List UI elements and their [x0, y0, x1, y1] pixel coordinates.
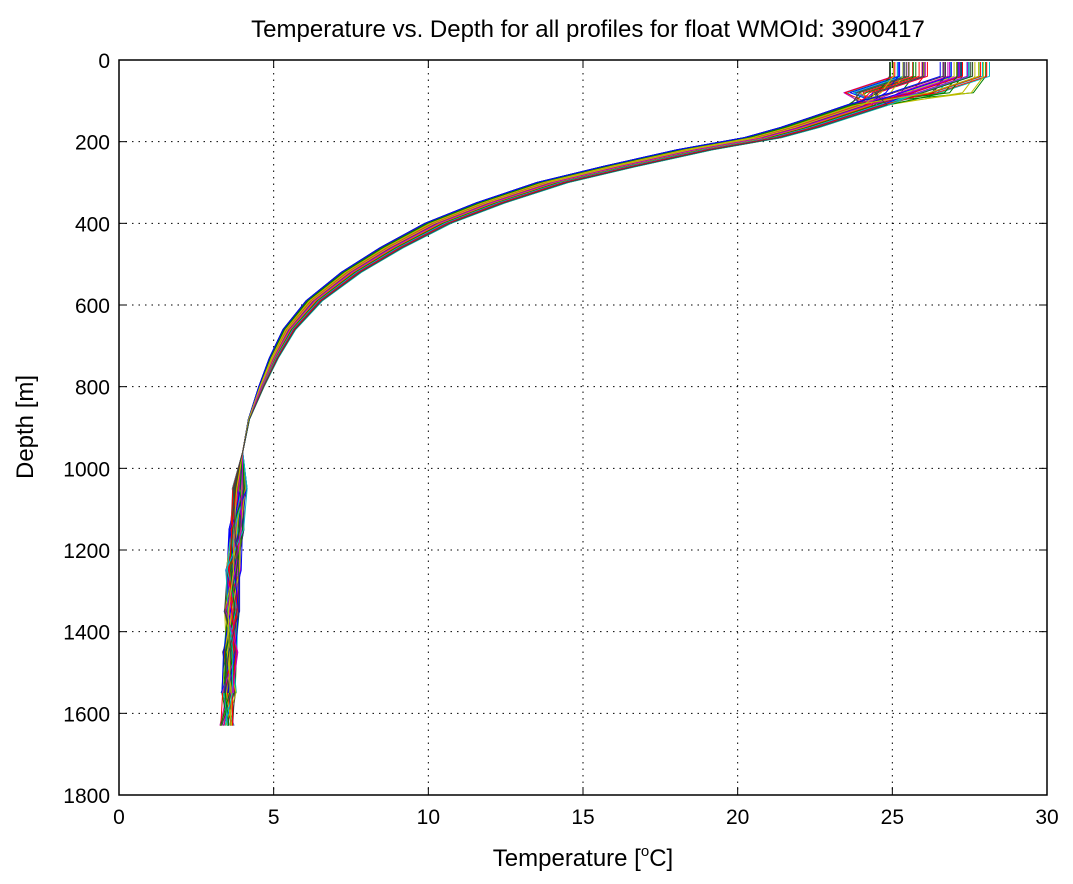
profile-line [224, 62, 969, 726]
profile-line [226, 62, 894, 726]
profile-line [223, 62, 925, 693]
x-axis-label: Temperature [oC] [493, 843, 673, 872]
chart-title: Temperature vs. Depth for all profiles f… [251, 16, 925, 43]
profile-line [220, 62, 980, 726]
x-tick-label: 30 [1035, 806, 1058, 829]
y-tick-label: 0 [98, 50, 110, 73]
y-axis-label: Depth [m] [12, 375, 39, 479]
x-axis-label-prefix: Temperature [ [493, 845, 641, 872]
x-axis-label-suffix: C] [649, 845, 673, 872]
y-tick-label: 200 [75, 132, 110, 155]
profile-line [229, 62, 982, 726]
x-tick-label: 25 [881, 806, 904, 829]
profile-lines [219, 62, 990, 726]
y-tick-label: 400 [75, 213, 110, 236]
x-tick-label: 10 [417, 806, 440, 829]
y-tick-label: 1400 [63, 622, 110, 645]
x-axis-label-sup: o [641, 843, 649, 860]
y-tick-label: 600 [75, 295, 110, 318]
y-tick-label: 1200 [63, 540, 110, 563]
profile-line [225, 62, 969, 693]
y-tick-label: 800 [75, 377, 110, 400]
grid-lines [119, 60, 1047, 795]
y-tick-label: 1000 [63, 458, 110, 481]
x-tick-label: 15 [571, 806, 594, 829]
x-tick-label: 5 [268, 806, 280, 829]
profile-line [225, 62, 924, 726]
y-tick-label: 1600 [63, 703, 110, 726]
axis-ticks: 0 5 10 15 20 25 30 0 200 400 600 800 1000 1200 1400 160… [63, 50, 1058, 829]
x-tick-label: 0 [113, 806, 125, 829]
y-tick-label: 1800 [63, 785, 110, 808]
x-tick-label: 20 [726, 806, 749, 829]
